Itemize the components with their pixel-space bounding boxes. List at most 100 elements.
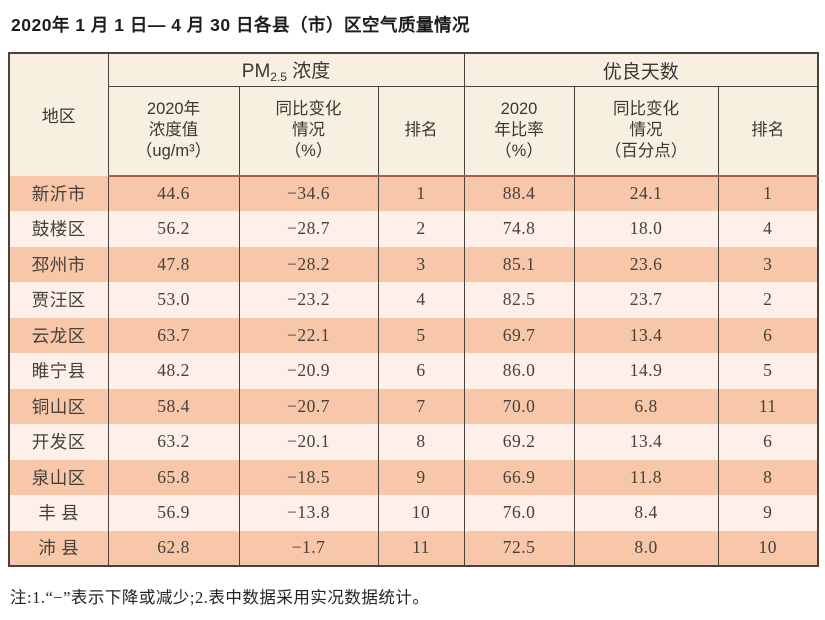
days-change-cell: 6.8 (573, 388, 719, 424)
days-ratio-cell: 76.0 (463, 495, 575, 531)
region-cell: 铜山区 (8, 388, 109, 424)
column-group-pm25: PM2.5 浓度 (107, 53, 465, 87)
column-header-pm-value: 2020年 浓度值 （ug/m³） (107, 86, 240, 177)
region-cell: 睢宁县 (8, 353, 109, 389)
region-cell: 新沂市 (8, 175, 109, 211)
days-ratio-cell: 66.9 (463, 459, 575, 495)
days-change-cell: 11.8 (573, 459, 719, 495)
table-header: 地区 PM2.5 浓度 优良天数 2020年 浓度值 （ug/m³） 同比变化 … (8, 53, 819, 177)
table-row: 睢宁县 48.2 −20.9 6 86.0 14.9 5 (8, 353, 819, 389)
pm25-label-prefix: PM (241, 61, 271, 82)
pm-value-cell: 63.2 (107, 424, 240, 460)
pm-rank-cell: 8 (377, 424, 465, 460)
pm-change-cell: −23.2 (238, 282, 379, 318)
region-cell: 泉山区 (8, 459, 109, 495)
region-cell: 贾汪区 (8, 282, 109, 318)
days-rank-cell: 8 (717, 459, 819, 495)
days-rank-cell: 6 (717, 317, 819, 353)
pm-change-cell: −22.1 (238, 317, 379, 353)
column-header-days-ratio: 2020 年比率 （%） (463, 86, 575, 177)
region-cell: 沛 县 (8, 530, 109, 566)
days-rank-cell: 11 (717, 388, 819, 424)
table-row: 沛 县 62.8 −1.7 11 72.5 8.0 10 (8, 530, 819, 566)
header-sub-row: 2020年 浓度值 （ug/m³） 同比变化 情况 （%） 排名 2020 年比… (9, 86, 819, 177)
pm-value-cell: 65.8 (107, 459, 240, 495)
pm-value-cell: 44.6 (107, 175, 240, 211)
table-row: 云龙区 63.7 −22.1 5 69.7 13.4 6 (8, 317, 819, 353)
days-change-cell: 24.1 (573, 175, 719, 211)
days-change-cell: 13.4 (573, 424, 719, 460)
pm-value-cell: 58.4 (107, 388, 240, 424)
table-row: 开发区 63.2 −20.1 8 69.2 13.4 6 (8, 424, 819, 460)
pm-change-cell: −1.7 (238, 530, 379, 566)
pm25-label-subscript: 2.5 (270, 70, 287, 84)
pm-rank-cell: 4 (377, 282, 465, 318)
column-header-pm-rank: 排名 (377, 86, 465, 177)
table-row: 贾汪区 53.0 −23.2 4 82.5 23.7 2 (8, 282, 819, 318)
days-rank-cell: 2 (717, 282, 819, 318)
days-ratio-cell: 70.0 (463, 388, 575, 424)
pm-rank-cell: 5 (377, 317, 465, 353)
pm-value-cell: 56.9 (107, 495, 240, 531)
table-row: 邳州市 47.8 −28.2 3 85.1 23.6 3 (8, 246, 819, 282)
region-cell: 邳州市 (8, 246, 109, 282)
pm-change-cell: −20.9 (238, 353, 379, 389)
region-cell: 开发区 (8, 424, 109, 460)
pm-change-cell: −28.2 (238, 246, 379, 282)
pm-change-cell: −18.5 (238, 459, 379, 495)
pm-value-cell: 53.0 (107, 282, 240, 318)
header-group-row: 地区 PM2.5 浓度 优良天数 (8, 53, 819, 176)
pm-change-cell: −13.8 (238, 495, 379, 531)
table-row: 新沂市 44.6 −34.6 1 88.4 24.1 1 (8, 175, 819, 211)
days-change-cell: 13.4 (573, 317, 719, 353)
days-change-cell: 23.7 (573, 282, 719, 318)
pm-value-cell: 62.8 (107, 530, 240, 566)
table-row: 丰 县 56.9 −13.8 10 76.0 8.4 9 (8, 495, 819, 531)
pm-rank-cell: 7 (377, 388, 465, 424)
days-rank-cell: 1 (717, 175, 819, 211)
days-change-cell: 23.6 (573, 246, 719, 282)
pm-value-cell: 63.7 (107, 317, 240, 353)
column-header-region: 地区 (8, 53, 109, 176)
days-ratio-cell: 69.7 (463, 317, 575, 353)
pm-change-cell: −28.7 (238, 211, 379, 247)
days-change-cell: 18.0 (573, 211, 719, 247)
table-row: 鼓楼区 56.2 −28.7 2 74.8 18.0 4 (8, 211, 819, 247)
pm-change-cell: −20.1 (238, 424, 379, 460)
column-header-days-change: 同比变化 情况 （百分点） (573, 86, 719, 177)
pm-change-cell: −20.7 (238, 388, 379, 424)
table-row: 铜山区 58.4 −20.7 7 70.0 6.8 11 (8, 388, 819, 424)
days-ratio-cell: 74.8 (463, 211, 575, 247)
days-rank-cell: 9 (717, 495, 819, 531)
table-body: 新沂市 44.6 −34.6 1 88.4 24.1 1 鼓楼区 56.2 −28.7 2 74.8 1… (8, 175, 819, 566)
pm-change-cell: −34.6 (238, 175, 379, 211)
days-ratio-cell: 69.2 (463, 424, 575, 460)
pm-rank-cell: 10 (377, 495, 465, 531)
days-rank-cell: 10 (717, 530, 819, 566)
days-ratio-cell: 82.5 (463, 282, 575, 318)
days-change-cell: 8.4 (573, 495, 719, 531)
pm-value-cell: 48.2 (107, 353, 240, 389)
region-cell: 云龙区 (8, 317, 109, 353)
column-header-pm-change: 同比变化 情况 （%） (238, 86, 379, 177)
days-rank-cell: 6 (717, 424, 819, 460)
table-footnote: 注:1.“−”表示下降或减少;2.表中数据采用实况数据统计。 (10, 588, 430, 607)
pm-rank-cell: 9 (377, 459, 465, 495)
days-rank-cell: 5 (717, 353, 819, 389)
pm-value-cell: 47.8 (107, 246, 240, 282)
table-row: 泉山区 65.8 −18.5 9 66.9 11.8 8 (8, 459, 819, 495)
days-change-cell: 8.0 (573, 530, 719, 566)
region-cell: 鼓楼区 (8, 211, 109, 247)
page-title: 2020年 1 月 1 日— 4 月 30 日各县（市）区空气质量情况 (11, 15, 470, 35)
region-cell: 丰 县 (8, 495, 109, 531)
days-ratio-cell: 85.1 (463, 246, 575, 282)
pm-rank-cell: 2 (377, 211, 465, 247)
pm-rank-cell: 1 (377, 175, 465, 211)
column-header-days-rank: 排名 (717, 86, 819, 177)
pm-rank-cell: 11 (377, 530, 465, 566)
pm-value-cell: 56.2 (107, 211, 240, 247)
column-group-good-days: 优良天数 (463, 53, 819, 87)
pm-rank-cell: 3 (377, 246, 465, 282)
pm-rank-cell: 6 (377, 353, 465, 389)
